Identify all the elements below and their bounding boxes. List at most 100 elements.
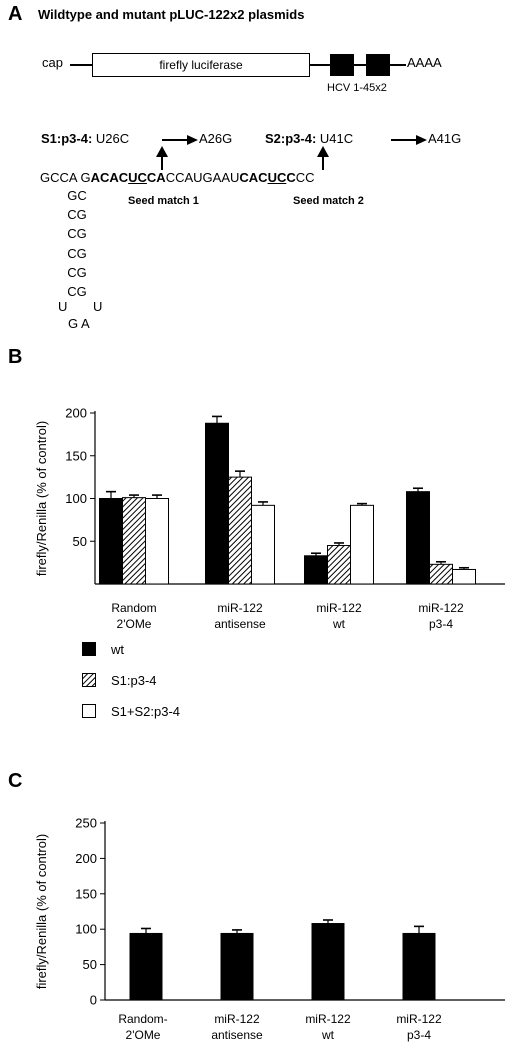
stem-pair-3: CG bbox=[67, 226, 87, 241]
legend-swatch-wt bbox=[82, 642, 96, 656]
s2-right-arrow bbox=[391, 135, 427, 145]
polya-label: AAAA bbox=[407, 55, 442, 70]
category-label: miR-122 bbox=[418, 601, 464, 615]
seq-seed2-b: C bbox=[286, 170, 296, 185]
seq-part-1: GCCA G bbox=[40, 170, 91, 185]
y-tick-label: 100 bbox=[75, 922, 97, 937]
luciferase-box: firefly luciferase bbox=[92, 53, 310, 77]
luciferase-label: firefly luciferase bbox=[159, 58, 243, 72]
bar bbox=[402, 932, 436, 1001]
category-label: miR-122 bbox=[305, 1012, 351, 1026]
bar bbox=[129, 932, 163, 1001]
y-tick-label: 200 bbox=[75, 851, 97, 866]
hcv-box-2 bbox=[366, 54, 390, 76]
s1-right-arrow bbox=[162, 135, 198, 145]
category-label: miR-122 bbox=[316, 601, 362, 615]
bar bbox=[452, 568, 476, 585]
panel-c-letter: C bbox=[8, 770, 23, 792]
stem-pair-4: CG bbox=[67, 246, 87, 261]
stem-pair-5: CG bbox=[67, 265, 87, 280]
y-tick-label: 150 bbox=[65, 448, 87, 463]
y-tick-label: 250 bbox=[75, 816, 97, 831]
bar bbox=[99, 498, 123, 585]
s1-label: S1:p3-4: bbox=[41, 131, 93, 146]
y-tick-label: 50 bbox=[83, 957, 97, 972]
hcv-label: HCV 1-45x2 bbox=[327, 82, 387, 94]
seq-seed1-b: CA bbox=[146, 170, 166, 185]
stem-pair-2: CG bbox=[67, 207, 87, 222]
category-label: Random bbox=[111, 601, 156, 615]
s1-up-arrow bbox=[156, 146, 168, 170]
loop-u-right: U bbox=[93, 299, 103, 314]
seed-match-1: Seed match 1 bbox=[128, 195, 199, 207]
hcv-box-1 bbox=[330, 54, 354, 76]
seq-part-end: CC bbox=[295, 170, 315, 185]
bar bbox=[228, 476, 252, 585]
stem-pair-6: CG bbox=[67, 284, 87, 299]
s1-to: A26G bbox=[199, 131, 233, 146]
category-label: Random- bbox=[118, 1012, 167, 1026]
seq-seed2-a: CAC bbox=[239, 170, 268, 185]
panel-a-letter: A bbox=[8, 3, 23, 25]
chart-c: 250 200 150 100 50 0 firefly/Renilla (% of con… bbox=[34, 816, 505, 1042]
chart-b: 200 150 100 50 firefly/Renilla (% of control… bbox=[34, 406, 505, 631]
y-tick-label: 150 bbox=[75, 886, 97, 901]
bar bbox=[350, 504, 374, 585]
s2-mutation: S2:p3-4: U41C bbox=[265, 131, 353, 146]
seed-match-2: Seed match 2 bbox=[293, 195, 364, 207]
category-label: antisense bbox=[214, 617, 266, 631]
legend-swatch-s1 bbox=[82, 673, 96, 687]
y-tick-label: 100 bbox=[65, 491, 87, 506]
category-label: wt bbox=[332, 617, 346, 631]
legend-swatch-s1s2 bbox=[82, 704, 96, 718]
y-axis-label: firefly/Renilla (% of control) bbox=[34, 834, 49, 989]
s2-from: U41C bbox=[319, 131, 354, 146]
loop-bottom: G A bbox=[68, 316, 90, 331]
panel-b-letter: B bbox=[8, 346, 23, 368]
construct-line-mid bbox=[310, 64, 330, 66]
bar bbox=[220, 932, 254, 1001]
category-label: 2'OMe bbox=[126, 1028, 161, 1042]
s2-up-arrow bbox=[317, 146, 329, 170]
category-label: miR-122 bbox=[217, 601, 263, 615]
rna-sequence: GCCA GACACUCCACCAUGAAUCACUCCCC bbox=[40, 170, 315, 185]
bar bbox=[145, 498, 169, 585]
seq-spacer: CCAUGAAU bbox=[165, 170, 240, 185]
construct-line-left bbox=[70, 64, 92, 66]
bar bbox=[327, 545, 351, 585]
y-tick-label: 200 bbox=[65, 406, 87, 421]
s2-label: S2:p3-4: bbox=[265, 131, 317, 146]
loop-u-left: U bbox=[58, 299, 68, 314]
legend-label-s1: S1:p3-4 bbox=[111, 673, 157, 688]
bar bbox=[251, 504, 275, 585]
category-label: miR-122 bbox=[396, 1012, 442, 1026]
construct-line-between bbox=[354, 64, 366, 66]
seq-seed1-a: ACAC bbox=[90, 170, 129, 185]
bar bbox=[429, 563, 453, 585]
bar bbox=[205, 422, 229, 585]
category-label: 2'OMe bbox=[117, 617, 152, 631]
bar bbox=[122, 497, 146, 585]
seq-seed1-mut: UC bbox=[128, 170, 147, 185]
category-label: antisense bbox=[211, 1028, 263, 1042]
category-label: p3-4 bbox=[407, 1028, 431, 1042]
s1-mutation: S1:p3-4: U26C bbox=[41, 131, 129, 146]
cap-label: cap bbox=[42, 55, 63, 70]
category-label: wt bbox=[321, 1028, 335, 1042]
construct-line-right bbox=[390, 64, 406, 66]
y-axis-label: firefly/Renilla (% of control) bbox=[34, 421, 49, 576]
y-tick-label: 0 bbox=[90, 993, 97, 1008]
bar bbox=[406, 491, 430, 585]
seq-seed2-mut: UC bbox=[267, 170, 287, 185]
panel-a-title: Wildtype and mutant pLUC-122x2 plasmids bbox=[38, 7, 305, 22]
category-label: p3-4 bbox=[429, 617, 453, 631]
s1-from: U26C bbox=[95, 131, 130, 146]
bar bbox=[311, 923, 345, 1001]
category-label: miR-122 bbox=[214, 1012, 260, 1026]
y-tick-label: 50 bbox=[73, 534, 87, 549]
legend-label-s1s2: S1+S2:p3-4 bbox=[111, 704, 181, 719]
s2-to: A41G bbox=[428, 131, 462, 146]
stem-pair-1: GC bbox=[67, 188, 87, 203]
bar bbox=[304, 555, 328, 585]
legend-label-wt: wt bbox=[111, 642, 124, 657]
